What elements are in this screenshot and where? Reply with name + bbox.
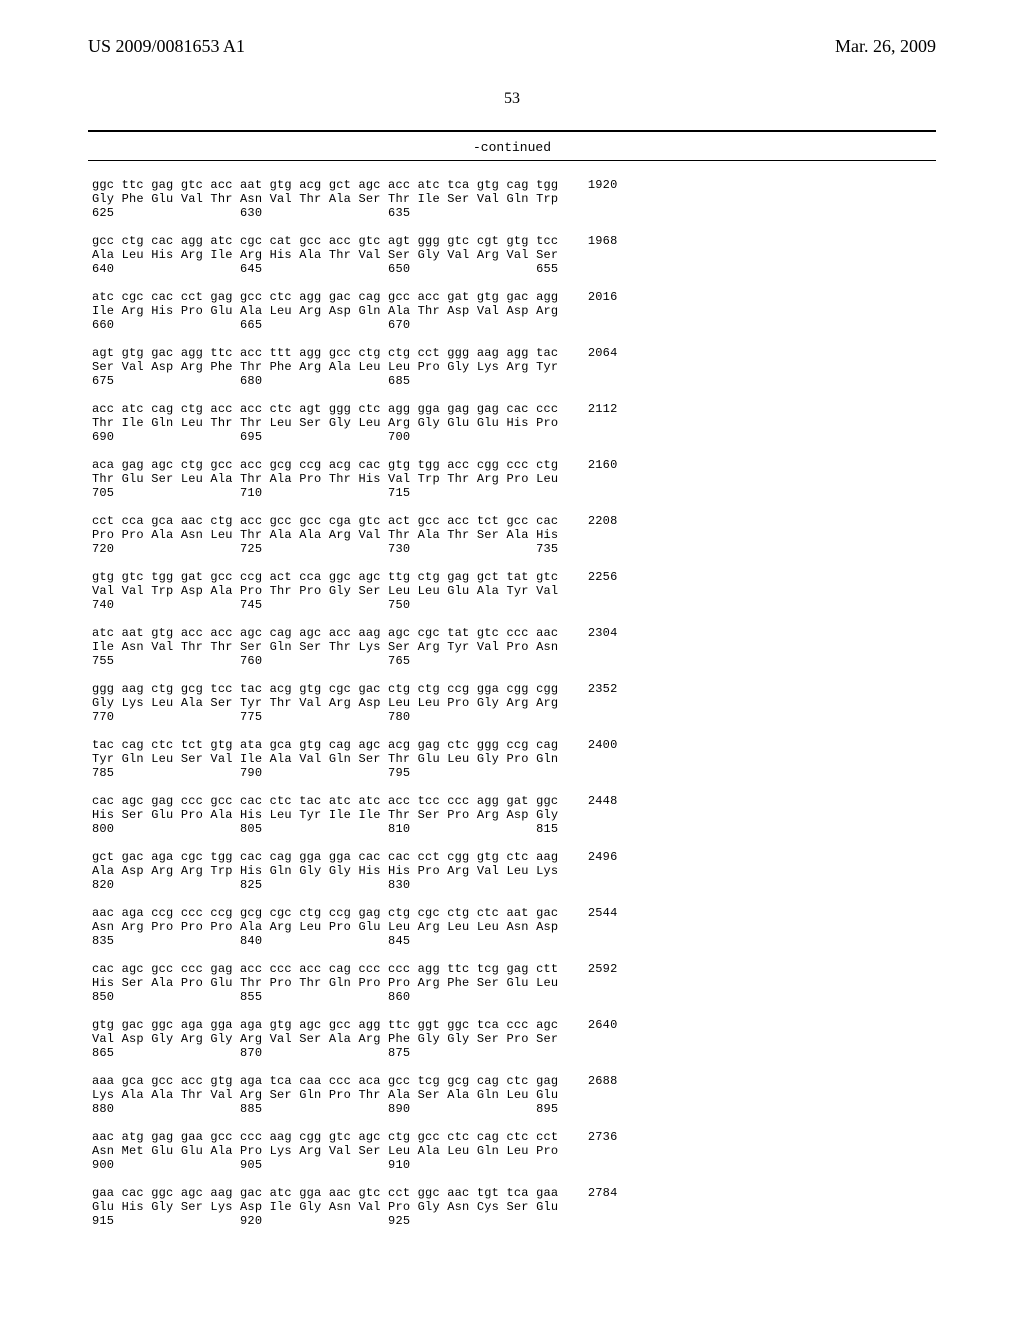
continued-label: -continued — [0, 140, 1024, 155]
pub-date: Mar. 26, 2009 — [835, 36, 936, 57]
page-number: 53 — [0, 90, 1024, 108]
rule-top — [88, 130, 936, 132]
page: US 2009/0081653 A1 Mar. 26, 2009 53 -con… — [0, 0, 1024, 1320]
pub-number: US 2009/0081653 A1 — [88, 36, 245, 57]
rule-bottom — [88, 160, 936, 161]
sequence-listing: ggc ttc gag gtc acc aat gtg acg gct agc … — [92, 178, 617, 1228]
